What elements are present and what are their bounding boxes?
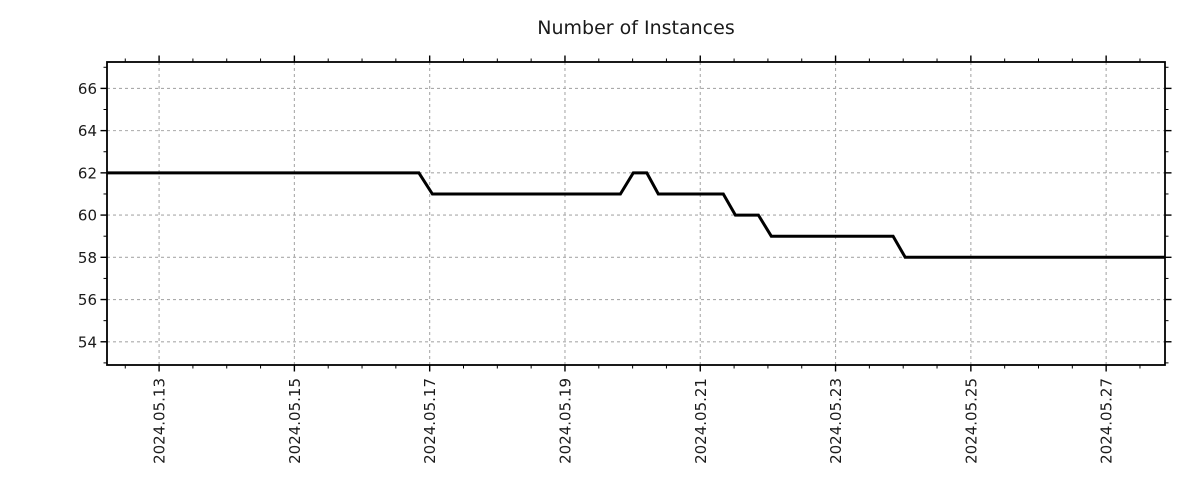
y-tick-label: 60	[78, 207, 97, 225]
y-tick-label: 66	[78, 80, 97, 98]
chart-title: Number of Instances	[537, 17, 735, 39]
series-line-instances	[107, 171, 1165, 259]
y-tick-label: 62	[78, 164, 97, 182]
y-tick-label: 58	[78, 249, 97, 267]
x-tick-label: 2024.05.15	[286, 378, 304, 464]
x-tick-label: 2024.05.19	[556, 378, 574, 464]
x-tick-label: 2024.05.21	[692, 378, 710, 464]
x-tick-label: 2024.05.27	[1098, 378, 1116, 464]
x-tick-label: 2024.05.13	[151, 378, 169, 464]
y-tick-label: 56	[78, 291, 97, 309]
plot-frame	[106, 61, 1166, 366]
x-tick-label: 2024.05.25	[962, 378, 980, 464]
y-tick-label: 54	[78, 333, 97, 351]
x-tick-label: 2024.05.23	[827, 378, 845, 464]
x-tick-label: 2024.05.17	[421, 378, 439, 464]
y-tick-label: 64	[78, 122, 97, 140]
